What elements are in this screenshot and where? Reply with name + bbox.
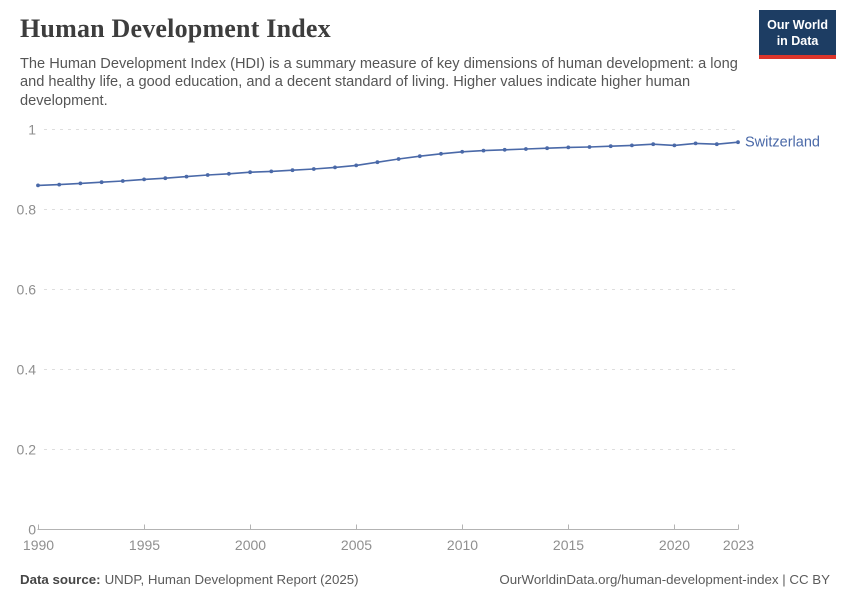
data-point[interactable]: [396, 157, 401, 161]
x-tick-label: 2023: [723, 537, 754, 553]
series-label-switzerland[interactable]: Switzerland: [745, 135, 820, 151]
y-tick-label: 0.2: [17, 442, 37, 458]
owid-logo-line1: Our World: [767, 18, 828, 32]
data-point[interactable]: [290, 168, 295, 173]
chart-subtitle: The Human Development Index (HDI) is a s…: [20, 56, 738, 109]
data-point[interactable]: [545, 146, 549, 151]
chart-footer: Data source: UNDP, Human Development Repo…: [20, 572, 830, 587]
chart-header: Human Development Index Our World in Dat…: [0, 0, 850, 110]
data-point[interactable]: [333, 165, 337, 170]
data-point[interactable]: [502, 147, 507, 152]
data-point[interactable]: [163, 176, 168, 181]
data-point[interactable]: [693, 141, 698, 146]
data-point[interactable]: [354, 163, 359, 168]
x-tick-label: 1990: [23, 537, 54, 553]
page-title: Human Development Index: [20, 14, 331, 43]
attribution: OurWorldinData.org/human-development-ind…: [499, 572, 830, 587]
y-tick-label: 0.8: [17, 202, 37, 218]
data-point[interactable]: [630, 143, 634, 148]
data-point[interactable]: [417, 154, 422, 159]
data-point[interactable]: [608, 144, 613, 149]
x-tick-label: 2000: [235, 537, 266, 553]
data-source-value[interactable]: UNDP, Human Development Report (2025): [104, 572, 359, 587]
data-source-label: Data source:: [20, 572, 101, 587]
license-label[interactable]: CC BY: [789, 572, 830, 587]
data-point[interactable]: [269, 169, 274, 174]
data-point[interactable]: [78, 181, 83, 186]
owid-logo-line2: in Data: [776, 34, 819, 48]
data-point[interactable]: [311, 167, 316, 171]
x-tick-label: 2010: [447, 537, 478, 553]
data-point[interactable]: [227, 171, 231, 176]
data-point[interactable]: [375, 160, 380, 165]
data-point[interactable]: [248, 170, 253, 175]
data-point[interactable]: [99, 180, 104, 185]
data-point[interactable]: [184, 174, 189, 179]
attribution-url[interactable]: OurWorldinData.org/human-development-ind…: [499, 572, 779, 587]
y-tick-label: 0: [28, 522, 36, 538]
attribution-separator: |: [778, 572, 790, 587]
data-point[interactable]: [481, 148, 486, 153]
data-point[interactable]: [736, 140, 740, 145]
data-point[interactable]: [439, 151, 443, 156]
data-point[interactable]: [205, 173, 210, 177]
y-tick-label: 1: [28, 122, 36, 138]
data-point[interactable]: [36, 183, 40, 188]
x-tick-label: 2020: [659, 537, 690, 553]
x-tick-label: 2015: [553, 537, 584, 553]
data-point[interactable]: [142, 177, 147, 182]
series-line-switzerland[interactable]: [37, 141, 739, 187]
data-source: Data source: UNDP, Human Development Repo…: [20, 572, 359, 587]
data-point[interactable]: [651, 142, 656, 147]
data-point[interactable]: [587, 145, 592, 149]
data-point[interactable]: [120, 179, 125, 183]
data-point[interactable]: [57, 182, 62, 187]
x-tick-label: 1995: [129, 537, 160, 553]
y-tick-label: 0.6: [17, 282, 37, 298]
data-point[interactable]: [566, 145, 571, 150]
data-point[interactable]: [672, 143, 677, 148]
data-point[interactable]: [460, 149, 465, 154]
x-tick-label: 2005: [341, 537, 372, 553]
data-point[interactable]: [524, 147, 528, 151]
owid-logo[interactable]: Our World in Data: [759, 10, 836, 59]
data-point[interactable]: [714, 142, 719, 147]
y-tick-label: 0.4: [17, 362, 37, 378]
